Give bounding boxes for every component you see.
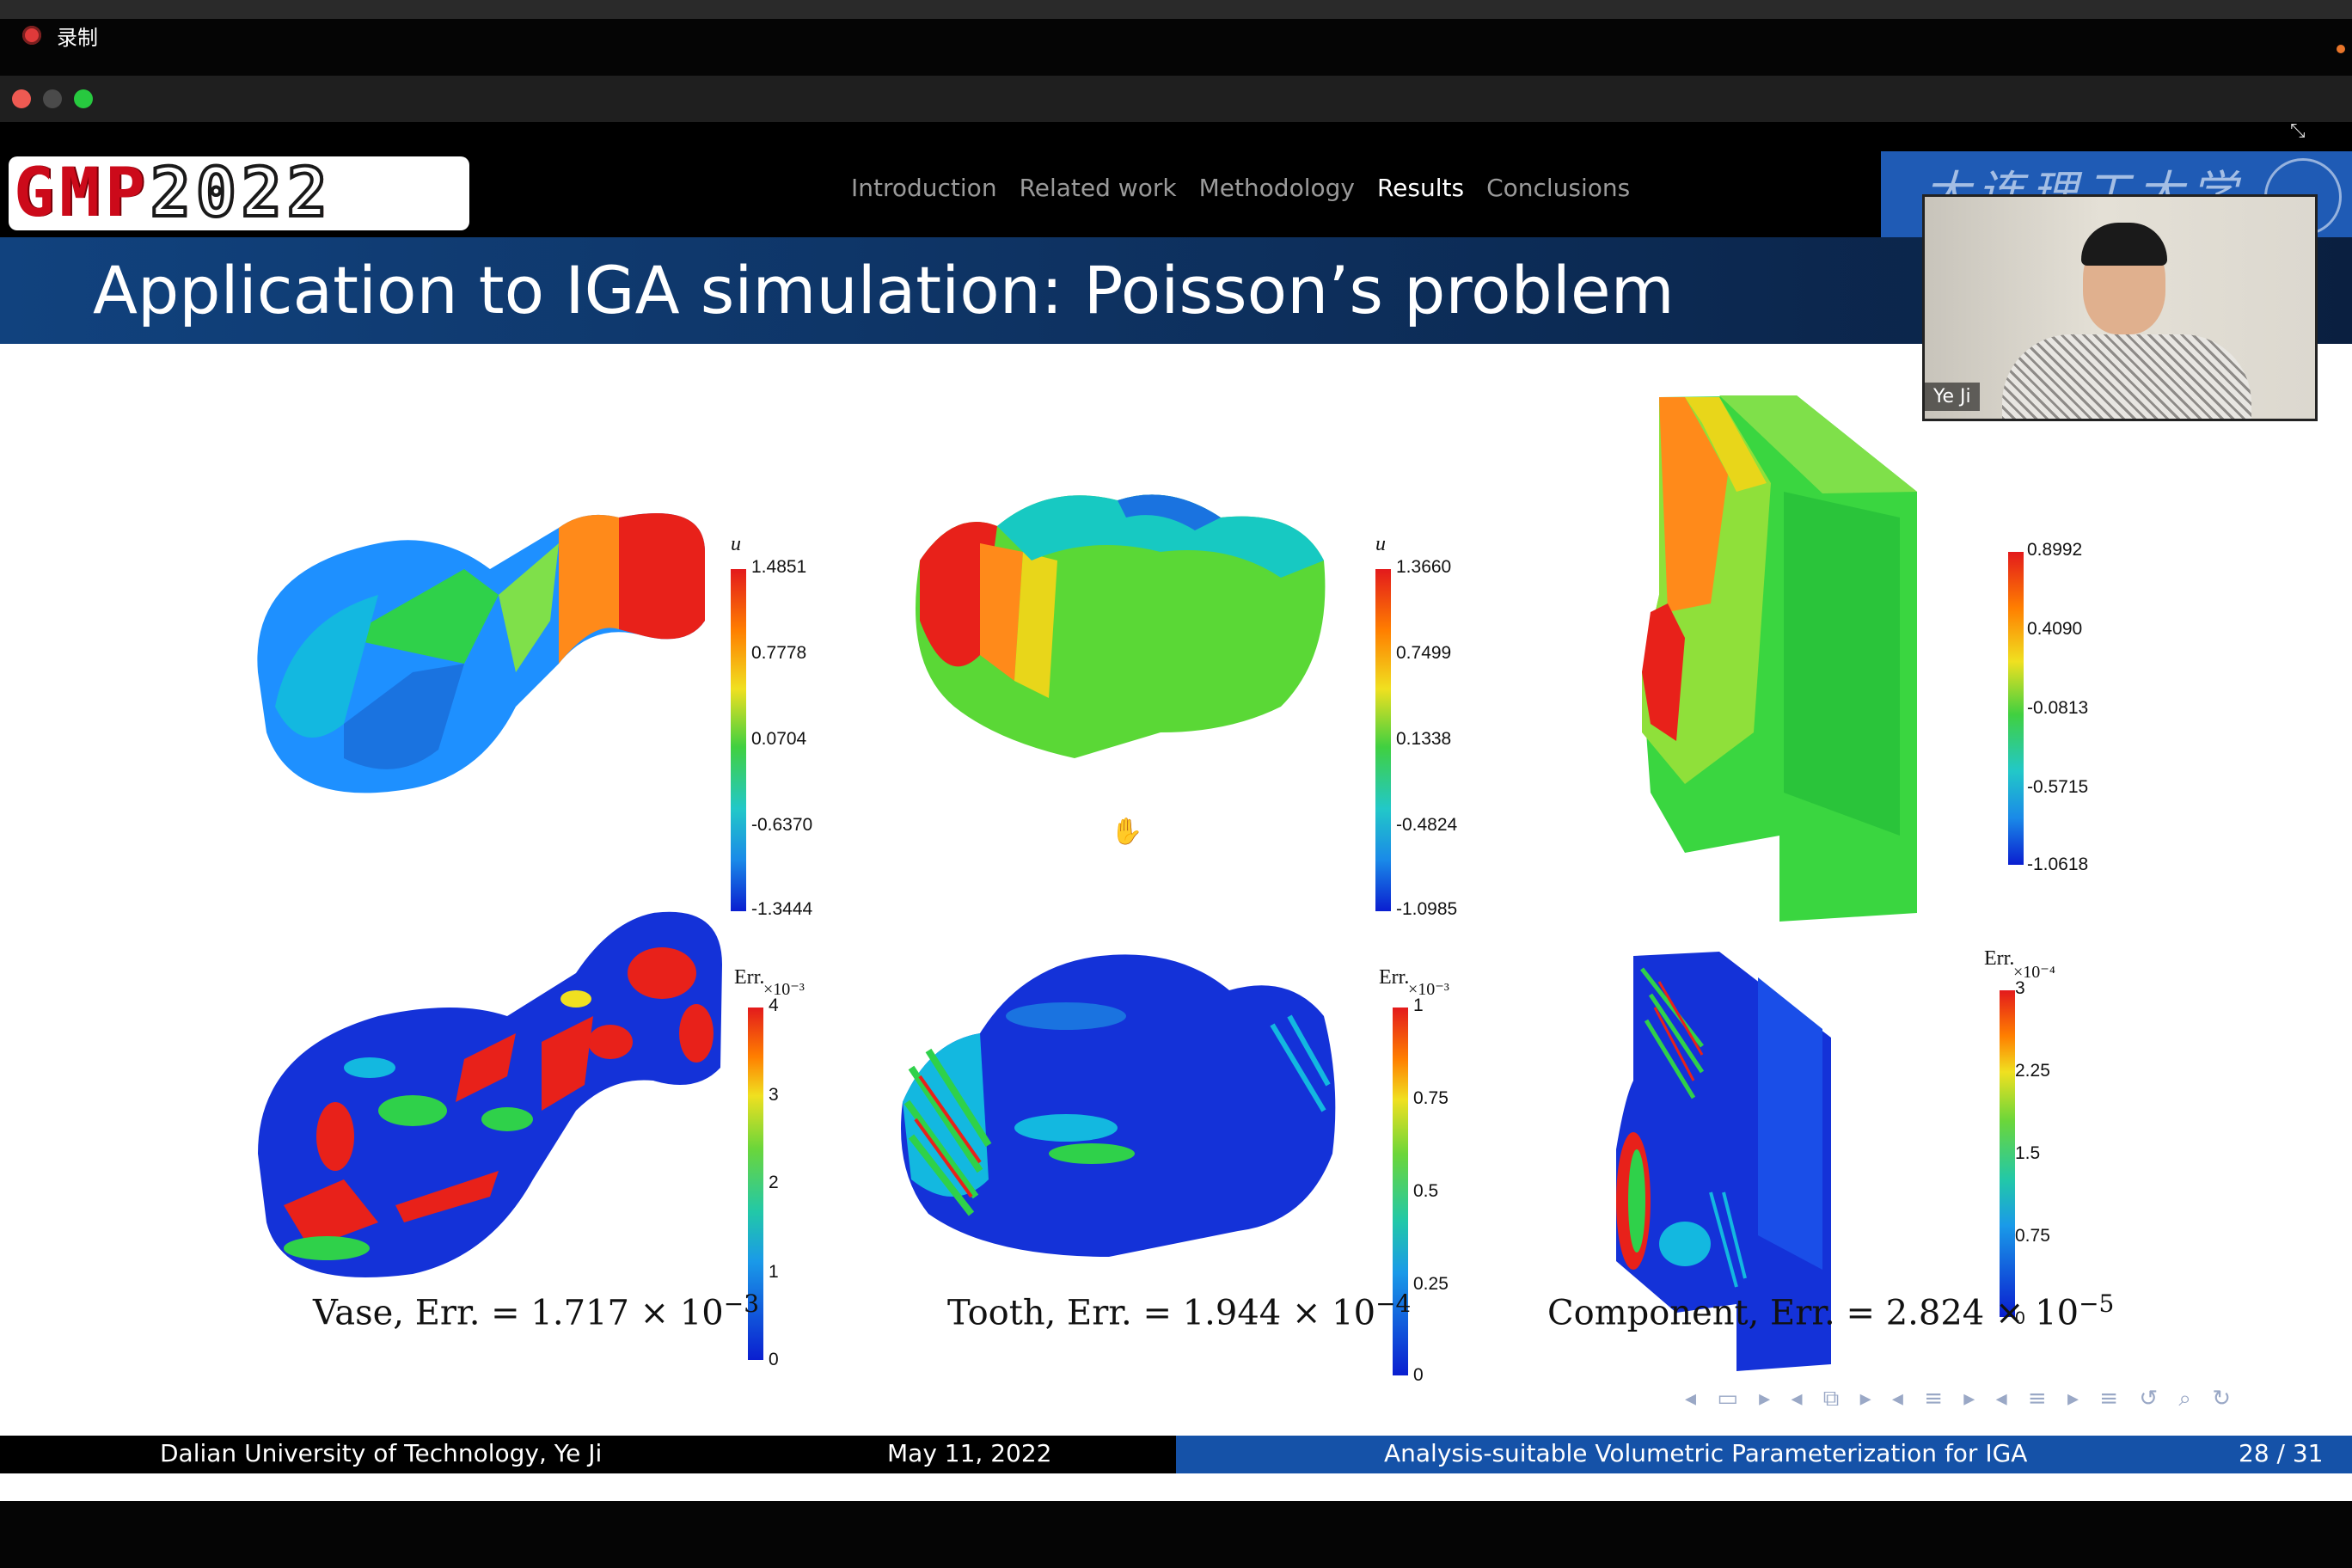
tick: 4 bbox=[769, 995, 779, 1015]
gmp-logo bbox=[9, 156, 469, 230]
component-caption: Component, Err. = 2.824 × 10−5 bbox=[1547, 1289, 2115, 1333]
slide-title: Application to IGA simulation: Poisson’s… bbox=[93, 252, 1675, 328]
tick: 3 bbox=[2015, 978, 2025, 998]
tick: 2.25 bbox=[2015, 1061, 2050, 1081]
tick: -0.0813 bbox=[2027, 698, 2089, 718]
tooth-error-colorbar bbox=[1393, 1008, 1408, 1375]
tick: -0.6370 bbox=[751, 815, 813, 835]
webcam-video[interactable]: Ye Ji bbox=[1922, 194, 2318, 421]
tooth-caption: Tooth, Err. = 1.944 × 10−4 bbox=[947, 1289, 1412, 1333]
recording-bar bbox=[0, 19, 2352, 76]
tick: 1.4851 bbox=[751, 557, 807, 577]
vase-error-var: Err. bbox=[734, 966, 765, 989]
tick: 0.1338 bbox=[1396, 729, 1452, 749]
tick: 1.3660 bbox=[1396, 557, 1452, 577]
tick: 2 bbox=[769, 1173, 779, 1192]
component-error-colorbar bbox=[2000, 990, 2015, 1317]
component-solution-colorbar bbox=[2008, 552, 2024, 865]
minimize-window-button[interactable] bbox=[43, 89, 62, 108]
status-dot-icon bbox=[2337, 45, 2345, 53]
vase-solution-plot bbox=[257, 513, 705, 793]
section-nav: Introduction Related work Methodology Re… bbox=[851, 174, 1630, 208]
vase-error-colorbar bbox=[748, 1008, 763, 1360]
component-error-exponent: ×10⁻⁴ bbox=[2013, 963, 2055, 982]
hand-cursor-icon: ✋ bbox=[1111, 817, 1143, 847]
beamer-navigation-icons[interactable]: ◂ ▭ ▸ ◂ ⧉ ▸ ◂ ≡ ▸ ◂ ≡ ▸ ≡ ↺ ⌕ ↻ bbox=[1685, 1386, 2238, 1412]
footer-author: Dalian University of Technology, Ye Ji bbox=[160, 1439, 603, 1467]
tooth-solution-plot bbox=[916, 494, 1326, 758]
window-titlebar bbox=[0, 76, 2352, 122]
tooth-error-exponent: ×10⁻³ bbox=[1408, 980, 1449, 999]
recording-label: 录制 bbox=[57, 26, 98, 50]
tick: 0.7778 bbox=[751, 643, 807, 663]
tooth-solution-var: u bbox=[1375, 533, 1386, 555]
speaker-hair bbox=[2081, 223, 2167, 266]
component-error-plot bbox=[1616, 952, 1831, 1371]
tick: 0 bbox=[2015, 1308, 2025, 1328]
footer-left-band bbox=[0, 1436, 1176, 1473]
tooth-solution-colorbar bbox=[1375, 569, 1391, 911]
tick: 3 bbox=[769, 1085, 779, 1105]
tick: 0.75 bbox=[1413, 1088, 1449, 1108]
close-window-button[interactable] bbox=[12, 89, 31, 108]
bottom-bar bbox=[0, 1501, 2352, 1568]
nav-conclusions[interactable]: Conclusions bbox=[1486, 174, 1631, 202]
vase-error-plot bbox=[258, 911, 722, 1277]
tick: 0.0704 bbox=[751, 729, 807, 749]
tick: 0.4090 bbox=[2027, 619, 2083, 639]
tick: 0 bbox=[769, 1350, 779, 1369]
zoom-window-button[interactable] bbox=[74, 89, 93, 108]
gmp-logo-text: GMP2022 bbox=[14, 155, 333, 232]
tooth-error-var: Err. bbox=[1379, 966, 1410, 989]
tick: -1.3444 bbox=[751, 899, 813, 919]
footer-right-band bbox=[1176, 1436, 2352, 1473]
footer-talk-title: Analysis-suitable Volumetric Parameteriz… bbox=[1384, 1439, 2028, 1467]
tick: -0.5715 bbox=[2027, 777, 2089, 797]
tick: 0.5 bbox=[1413, 1181, 1439, 1201]
tick: 0.75 bbox=[2015, 1226, 2050, 1246]
vase-solution-var: u bbox=[731, 533, 741, 555]
nav-related-work[interactable]: Related work bbox=[1019, 174, 1177, 202]
top-strip bbox=[0, 0, 2352, 19]
tick: 0.25 bbox=[1413, 1274, 1449, 1294]
tick: -0.4824 bbox=[1396, 815, 1458, 835]
exit-fullscreen-icon[interactable]: ⤡ bbox=[2290, 120, 2306, 142]
tick: 0.7499 bbox=[1396, 643, 1452, 663]
tick: 1.5 bbox=[2015, 1143, 2041, 1163]
tick: 0 bbox=[1413, 1365, 1424, 1385]
webcam-name-label: Ye Ji bbox=[1925, 383, 1980, 411]
vase-caption: Vase, Err. = 1.717 × 10−3 bbox=[313, 1289, 760, 1333]
tick: 1 bbox=[769, 1262, 779, 1282]
nav-results[interactable]: Results bbox=[1376, 174, 1465, 202]
tick: -1.0985 bbox=[1396, 899, 1458, 919]
nav-introduction[interactable]: Introduction bbox=[851, 174, 997, 202]
component-error-var: Err. bbox=[1984, 947, 2015, 970]
record-icon[interactable] bbox=[22, 26, 41, 45]
tick: 0.8992 bbox=[2027, 540, 2083, 560]
tick: 1 bbox=[1413, 995, 1424, 1015]
speaker-shirt bbox=[2002, 334, 2251, 419]
component-solution-plot bbox=[1642, 395, 1917, 922]
tooth-error-plot bbox=[901, 954, 1336, 1257]
vase-error-exponent: ×10⁻³ bbox=[763, 980, 805, 999]
vase-solution-colorbar bbox=[731, 569, 746, 911]
footer-date: May 11, 2022 bbox=[887, 1439, 1052, 1467]
tick: -1.0618 bbox=[2027, 854, 2089, 874]
footer-page-number: 28 / 31 bbox=[2239, 1439, 2324, 1467]
nav-methodology[interactable]: Methodology bbox=[1198, 174, 1355, 202]
